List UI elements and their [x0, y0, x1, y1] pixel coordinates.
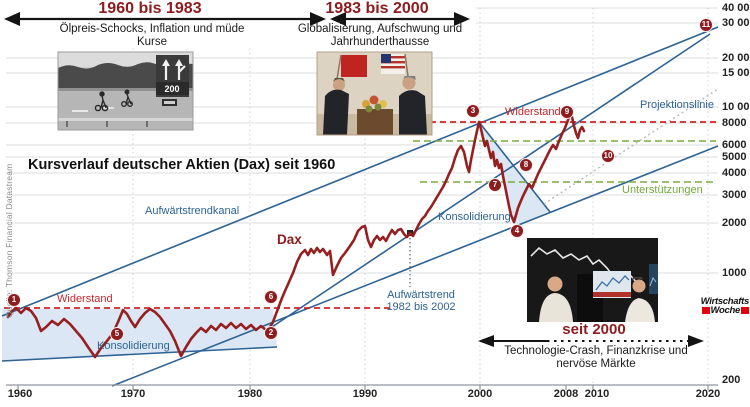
- support-lines: [413, 140, 716, 183]
- downtrend-2000-line: [478, 121, 551, 213]
- period1-subtitle: Ölpreis-Schocks, Inflation und müde Kurs…: [59, 23, 245, 48]
- y-label-30000: 30 000: [722, 17, 750, 29]
- header-mask-top: [0, 0, 476, 48]
- x-axis-ticks: [17, 385, 709, 390]
- label-widerstand-right: Widerstand: [505, 106, 561, 118]
- y-label-1000: 1000: [722, 267, 747, 279]
- y-label-10000: 10 000: [722, 101, 750, 113]
- y-label-2000: 2000: [722, 217, 747, 229]
- photo-summit: [316, 51, 433, 136]
- label-dax: Dax: [277, 232, 302, 247]
- sign-200-text: 200: [164, 84, 179, 94]
- soviet-flag: [341, 55, 367, 77]
- y-label-200: 200: [722, 374, 741, 386]
- event-marker-11: 11: [699, 18, 713, 32]
- y-label-15000: 15 000: [722, 67, 750, 79]
- x-label-1990: 1990: [352, 388, 378, 400]
- logo-red-block-left: [701, 307, 710, 314]
- event-marker-7: 7: [488, 178, 502, 192]
- sixties-support-line: [1, 346, 278, 362]
- label-projection: Projektionslinie: [640, 99, 714, 111]
- photo-traders: [527, 238, 658, 322]
- logo-line1: Wirtschafts: [700, 296, 750, 307]
- label-supports: Unterstützungen: [622, 184, 703, 196]
- consolidation-shading-2000s: [479, 123, 549, 228]
- flower-table: [357, 95, 393, 135]
- page-title: Kursverlauf deutscher Aktien (Dax) seit …: [28, 157, 336, 173]
- y-label-6000: 6000: [722, 139, 747, 151]
- lower-channel-line: [111, 145, 719, 387]
- event-marker-1: 1: [7, 293, 21, 307]
- event-marker-5: 5: [110, 327, 124, 341]
- event-marker-9: 9: [560, 105, 574, 119]
- y-label-8000: 8000: [722, 117, 747, 129]
- event-marker-2: 2: [264, 326, 278, 340]
- event-marker-4: 4: [510, 224, 524, 238]
- event-marker-3: 3: [466, 104, 480, 118]
- period3-title: seit 2000: [562, 321, 626, 338]
- period1-title: 1960 bis 1983: [98, 0, 202, 17]
- cyclists: [94, 89, 133, 112]
- x-label-2008: 2008: [553, 388, 579, 400]
- dax-curve: [6, 113, 586, 359]
- figure-left: [323, 78, 349, 135]
- event-marker-10: 10: [601, 149, 615, 163]
- label-uptrend-line2: 1982 bis 2002: [386, 301, 456, 313]
- y-label-4000: 4000: [722, 167, 747, 179]
- label-konsolidierung-right: Konsolidierung: [438, 211, 511, 223]
- upper-channel-line: [1, 26, 719, 317]
- wirtschaftswoche-logo: Wirtschafts Woche: [700, 296, 750, 316]
- y-label-20000: 20 000: [722, 52, 750, 64]
- event-marker-8: 8: [519, 158, 533, 172]
- y-label-3000: 3000: [722, 189, 747, 201]
- y-label-40000: 40 000: [722, 2, 750, 14]
- period3-subtitle: Technologie-Crash, Finanzkrise und nervö…: [504, 345, 688, 370]
- label-uptrend-line1: Aufwärtstrend: [387, 289, 455, 301]
- y-label-5000: 5000: [722, 151, 747, 163]
- header-mask-bottom: [488, 318, 704, 378]
- photo-autobahn: 200: [57, 51, 194, 131]
- label-trend-channel: Aufwärtstrendkanal: [145, 205, 240, 217]
- x-label-1960: 1960: [7, 388, 33, 400]
- road-sign: 200: [156, 55, 189, 106]
- period2-subtitle: Globalisierung, Aufschwung und Jahrhunde…: [297, 23, 463, 48]
- logo-red-block-right: [741, 307, 749, 314]
- label-widerstand-left: Widerstand: [57, 293, 113, 305]
- period2-title: 1983 bis 2000: [325, 0, 429, 17]
- x-label-2010: 2010: [584, 388, 610, 400]
- x-label-2020: 2020: [695, 388, 721, 400]
- label-konsolidierung-left: Konsolidierung: [97, 340, 170, 352]
- x-label-2000: 2000: [467, 388, 493, 400]
- logo-line2: Woche: [710, 305, 741, 316]
- source-credit: Quelle: Thomson Financial Datastream: [4, 163, 14, 318]
- event-marker-6: 6: [264, 290, 278, 304]
- x-label-1980: 1980: [237, 388, 263, 400]
- period-arrows: [4, 12, 704, 347]
- figure-right: [399, 76, 427, 135]
- x-label-1970: 1970: [120, 388, 146, 400]
